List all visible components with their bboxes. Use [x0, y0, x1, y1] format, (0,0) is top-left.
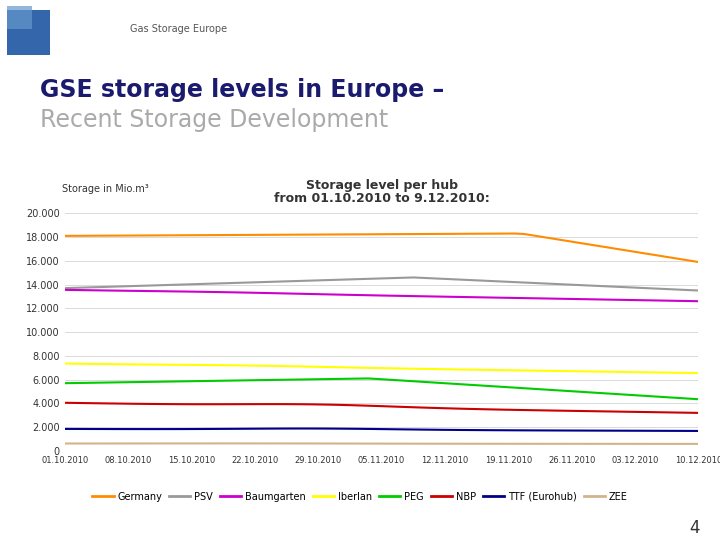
Bar — [7, 10, 50, 55]
Text: Gas Storage Europe: Gas Storage Europe — [130, 24, 227, 34]
Text: from 01.10.2010 to 9.12.2010:: from 01.10.2010 to 9.12.2010: — [274, 192, 490, 205]
Text: Recent Storage Development: Recent Storage Development — [40, 108, 388, 132]
Text: GSE storage levels in Europe –: GSE storage levels in Europe – — [40, 78, 444, 102]
Text: Storage level per hub: Storage level per hub — [305, 179, 458, 192]
Bar — [7, 6, 32, 29]
Text: Storage in Mio.m³: Storage in Mio.m³ — [62, 184, 148, 194]
Text: 4: 4 — [689, 519, 699, 537]
Legend: Germany, PSV, Baumgarten, Iberlan, PEG, NBP, TTF (Eurohub), ZEE: Germany, PSV, Baumgarten, Iberlan, PEG, … — [89, 488, 631, 505]
